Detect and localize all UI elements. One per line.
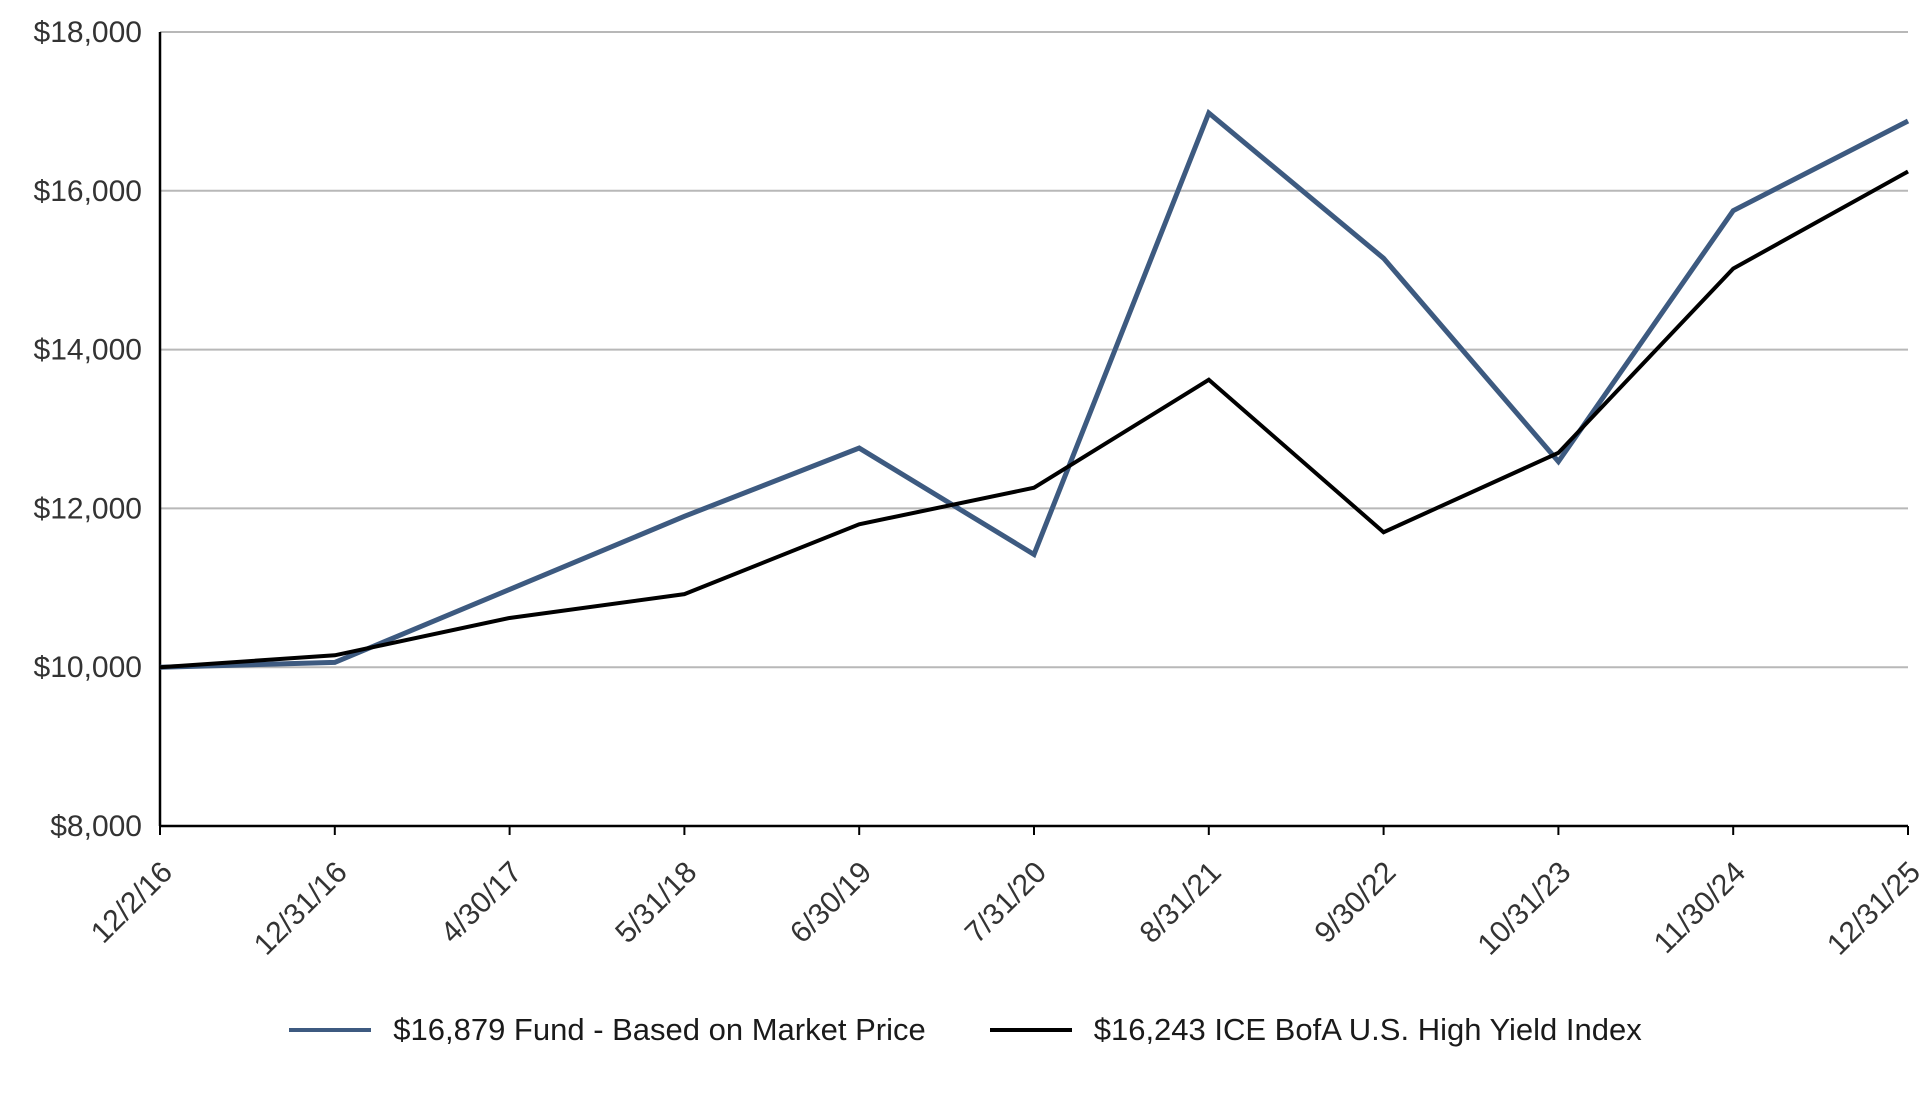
x-axis-tick-label: 11/30/24 <box>1648 856 1752 960</box>
y-axis-tick-label: $16,000 <box>34 175 142 208</box>
x-axis-tick-label: 12/31/25 <box>1821 856 1927 962</box>
fund-market-price-line-swatch <box>289 1028 372 1032</box>
high-yield-index-legend-label: $16,243 ICE BofA U.S. High Yield Index <box>1093 1012 1642 1047</box>
y-axis-tick-label: $8,000 <box>50 810 142 843</box>
y-axis-tick-label: $12,000 <box>34 492 142 525</box>
x-axis-tick-label: 12/2/16 <box>85 856 179 950</box>
legend-item-high-yield-index: $16,243 ICE BofA U.S. High Yield Index <box>989 1012 1642 1048</box>
x-axis-tick-label: 8/31/21 <box>1134 856 1228 950</box>
chart-plot-area: $8,000 $10,000 $12,000 $14,000 $16,000 $18,00… <box>34 16 1927 962</box>
x-axis-tick-label: 7/31/20 <box>959 856 1053 950</box>
series-line-0 <box>159 108 1910 670</box>
x-axis-tick-label: 10/31/23 <box>1471 856 1577 962</box>
legend-item-fund-market-price: $16,879 Fund - Based on Market Price <box>289 1012 926 1048</box>
y-axis-tick-label: $18,000 <box>34 16 142 49</box>
x-axis-tick-label: 12/31/16 <box>248 856 354 962</box>
x-axis-tick-label: 5/31/18 <box>609 856 703 950</box>
y-axis-tick-label: $10,000 <box>34 651 142 684</box>
x-axis-tick-label: 6/30/19 <box>784 856 878 950</box>
series-line-1 <box>159 169 1909 670</box>
high-yield-index-line-swatch <box>989 1028 1072 1032</box>
y-axis-tick-label: $14,000 <box>34 334 142 367</box>
chart-legend: $16,879 Fund - Based on Market Price $16… <box>0 1012 1931 1048</box>
fund-market-price-legend-label: $16,879 Fund - Based on Market Price <box>393 1012 926 1047</box>
x-axis-tick-label: 4/30/17 <box>434 856 528 950</box>
x-axis-tick-label: 9/30/22 <box>1308 856 1402 950</box>
